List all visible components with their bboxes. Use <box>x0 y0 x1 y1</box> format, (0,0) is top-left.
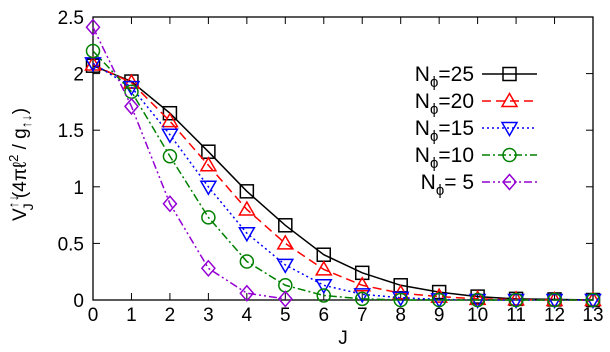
marker-circle <box>316 288 332 303</box>
legend-label: Nϕ=15 <box>415 117 474 145</box>
marker-triangle-down <box>468 293 487 310</box>
marker-triangle-up <box>584 290 602 307</box>
marker-triangle-down <box>199 180 218 196</box>
marker-circle <box>547 292 562 308</box>
y-axis-label: V↑↓J (4πℓ2 / g↑↓) <box>5 108 36 221</box>
marker-diamond <box>239 284 255 302</box>
y-tick-label: 0.5 <box>58 234 84 255</box>
legend-item: Nϕ=20 <box>415 90 537 118</box>
x-tick-label: 3 <box>203 305 214 326</box>
marker-square <box>431 284 447 300</box>
marker-circle <box>354 291 370 307</box>
marker-triangle-up <box>314 260 333 276</box>
marker-diamond <box>162 195 178 213</box>
marker-triangle-up <box>161 112 179 128</box>
y-tick-label: 1 <box>73 178 84 199</box>
marker-triangle-up <box>276 234 295 250</box>
series-4 <box>85 18 293 308</box>
series-line <box>92 50 593 301</box>
marker-circle <box>85 43 101 59</box>
x-tick-label: 1 <box>126 305 137 326</box>
series-line <box>92 26 286 300</box>
x-tick-label: 10 <box>467 305 488 326</box>
marker-circle <box>162 148 178 164</box>
series-2 <box>84 57 602 310</box>
x-tick-label: 9 <box>434 305 445 326</box>
marker-circle <box>201 210 216 225</box>
marker-diamond <box>277 290 293 308</box>
series-layer <box>84 18 602 310</box>
legend-item: Nϕ=15 <box>415 117 537 145</box>
marker-square <box>278 218 293 233</box>
marker-diamond <box>200 259 216 277</box>
legend-label: Nϕ=20 <box>415 90 474 118</box>
x-tick-label: 13 <box>582 305 603 326</box>
x-axis-label: J <box>338 328 348 349</box>
marker-triangle-up <box>199 156 218 172</box>
y-tick-label: 2 <box>73 65 84 86</box>
legend-label: Nϕ=10 <box>415 144 474 172</box>
marker-triangle-down <box>314 279 333 295</box>
x-tick-label: 8 <box>395 305 406 326</box>
marker-triangle-down <box>584 293 602 310</box>
marker-triangle-up <box>238 200 256 216</box>
y-tick-label: 2.5 <box>58 8 84 29</box>
marker-circle <box>585 292 601 308</box>
marker-circle <box>502 147 517 163</box>
marker-circle <box>393 292 408 308</box>
x-tick-label: 0 <box>88 305 99 326</box>
marker-triangle-up <box>468 289 487 306</box>
series-3 <box>85 43 601 308</box>
series-1 <box>84 55 602 307</box>
marker-triangle-up <box>353 276 372 292</box>
marker-circle <box>431 292 447 308</box>
marker-triangle-down <box>391 291 410 307</box>
y-tick-label: 0 <box>73 291 84 312</box>
legend-label: Nϕ= 5 <box>421 171 474 199</box>
marker-triangle-down <box>507 293 525 310</box>
marker-square <box>239 184 255 199</box>
legend-item: Nϕ=25 <box>415 63 537 91</box>
marker-triangle-up <box>545 290 564 307</box>
marker-triangle-down <box>238 226 256 243</box>
marker-square <box>502 66 517 82</box>
series-line <box>92 63 593 301</box>
x-tick-label: 5 <box>280 305 291 326</box>
marker-triangle-up <box>507 290 525 306</box>
series-0 <box>85 58 601 308</box>
marker-circle <box>508 292 524 308</box>
plot-border <box>92 16 594 301</box>
marker-triangle-down <box>545 293 564 310</box>
marker-triangle-up <box>500 91 519 108</box>
x-tick-label: 4 <box>242 305 253 326</box>
x-tick-label: 7 <box>357 305 368 326</box>
marker-diamond <box>123 97 139 116</box>
legend-item: Nϕ= 5 <box>421 171 537 199</box>
marker-square <box>354 265 370 281</box>
marker-diamond <box>502 173 517 191</box>
plot-frame <box>92 16 594 301</box>
marker-triangle-down <box>500 121 519 138</box>
x-tick-label: 12 <box>544 305 565 326</box>
legend-label: Nϕ=25 <box>415 63 474 91</box>
legend-item: Nϕ=10 <box>415 144 537 172</box>
marker-triangle-down <box>276 258 295 274</box>
y-tick-label: 1.5 <box>58 121 84 142</box>
marker-diamond <box>85 18 101 36</box>
x-tick-label: 6 <box>318 305 329 326</box>
marker-circle <box>470 292 485 308</box>
marker-triangle-down <box>161 128 179 144</box>
marker-circle <box>239 254 255 269</box>
x-tick-label: 2 <box>165 305 176 326</box>
x-tick-label: 11 <box>506 305 526 326</box>
marker-square <box>162 105 178 121</box>
marker-triangle-down <box>353 288 372 304</box>
